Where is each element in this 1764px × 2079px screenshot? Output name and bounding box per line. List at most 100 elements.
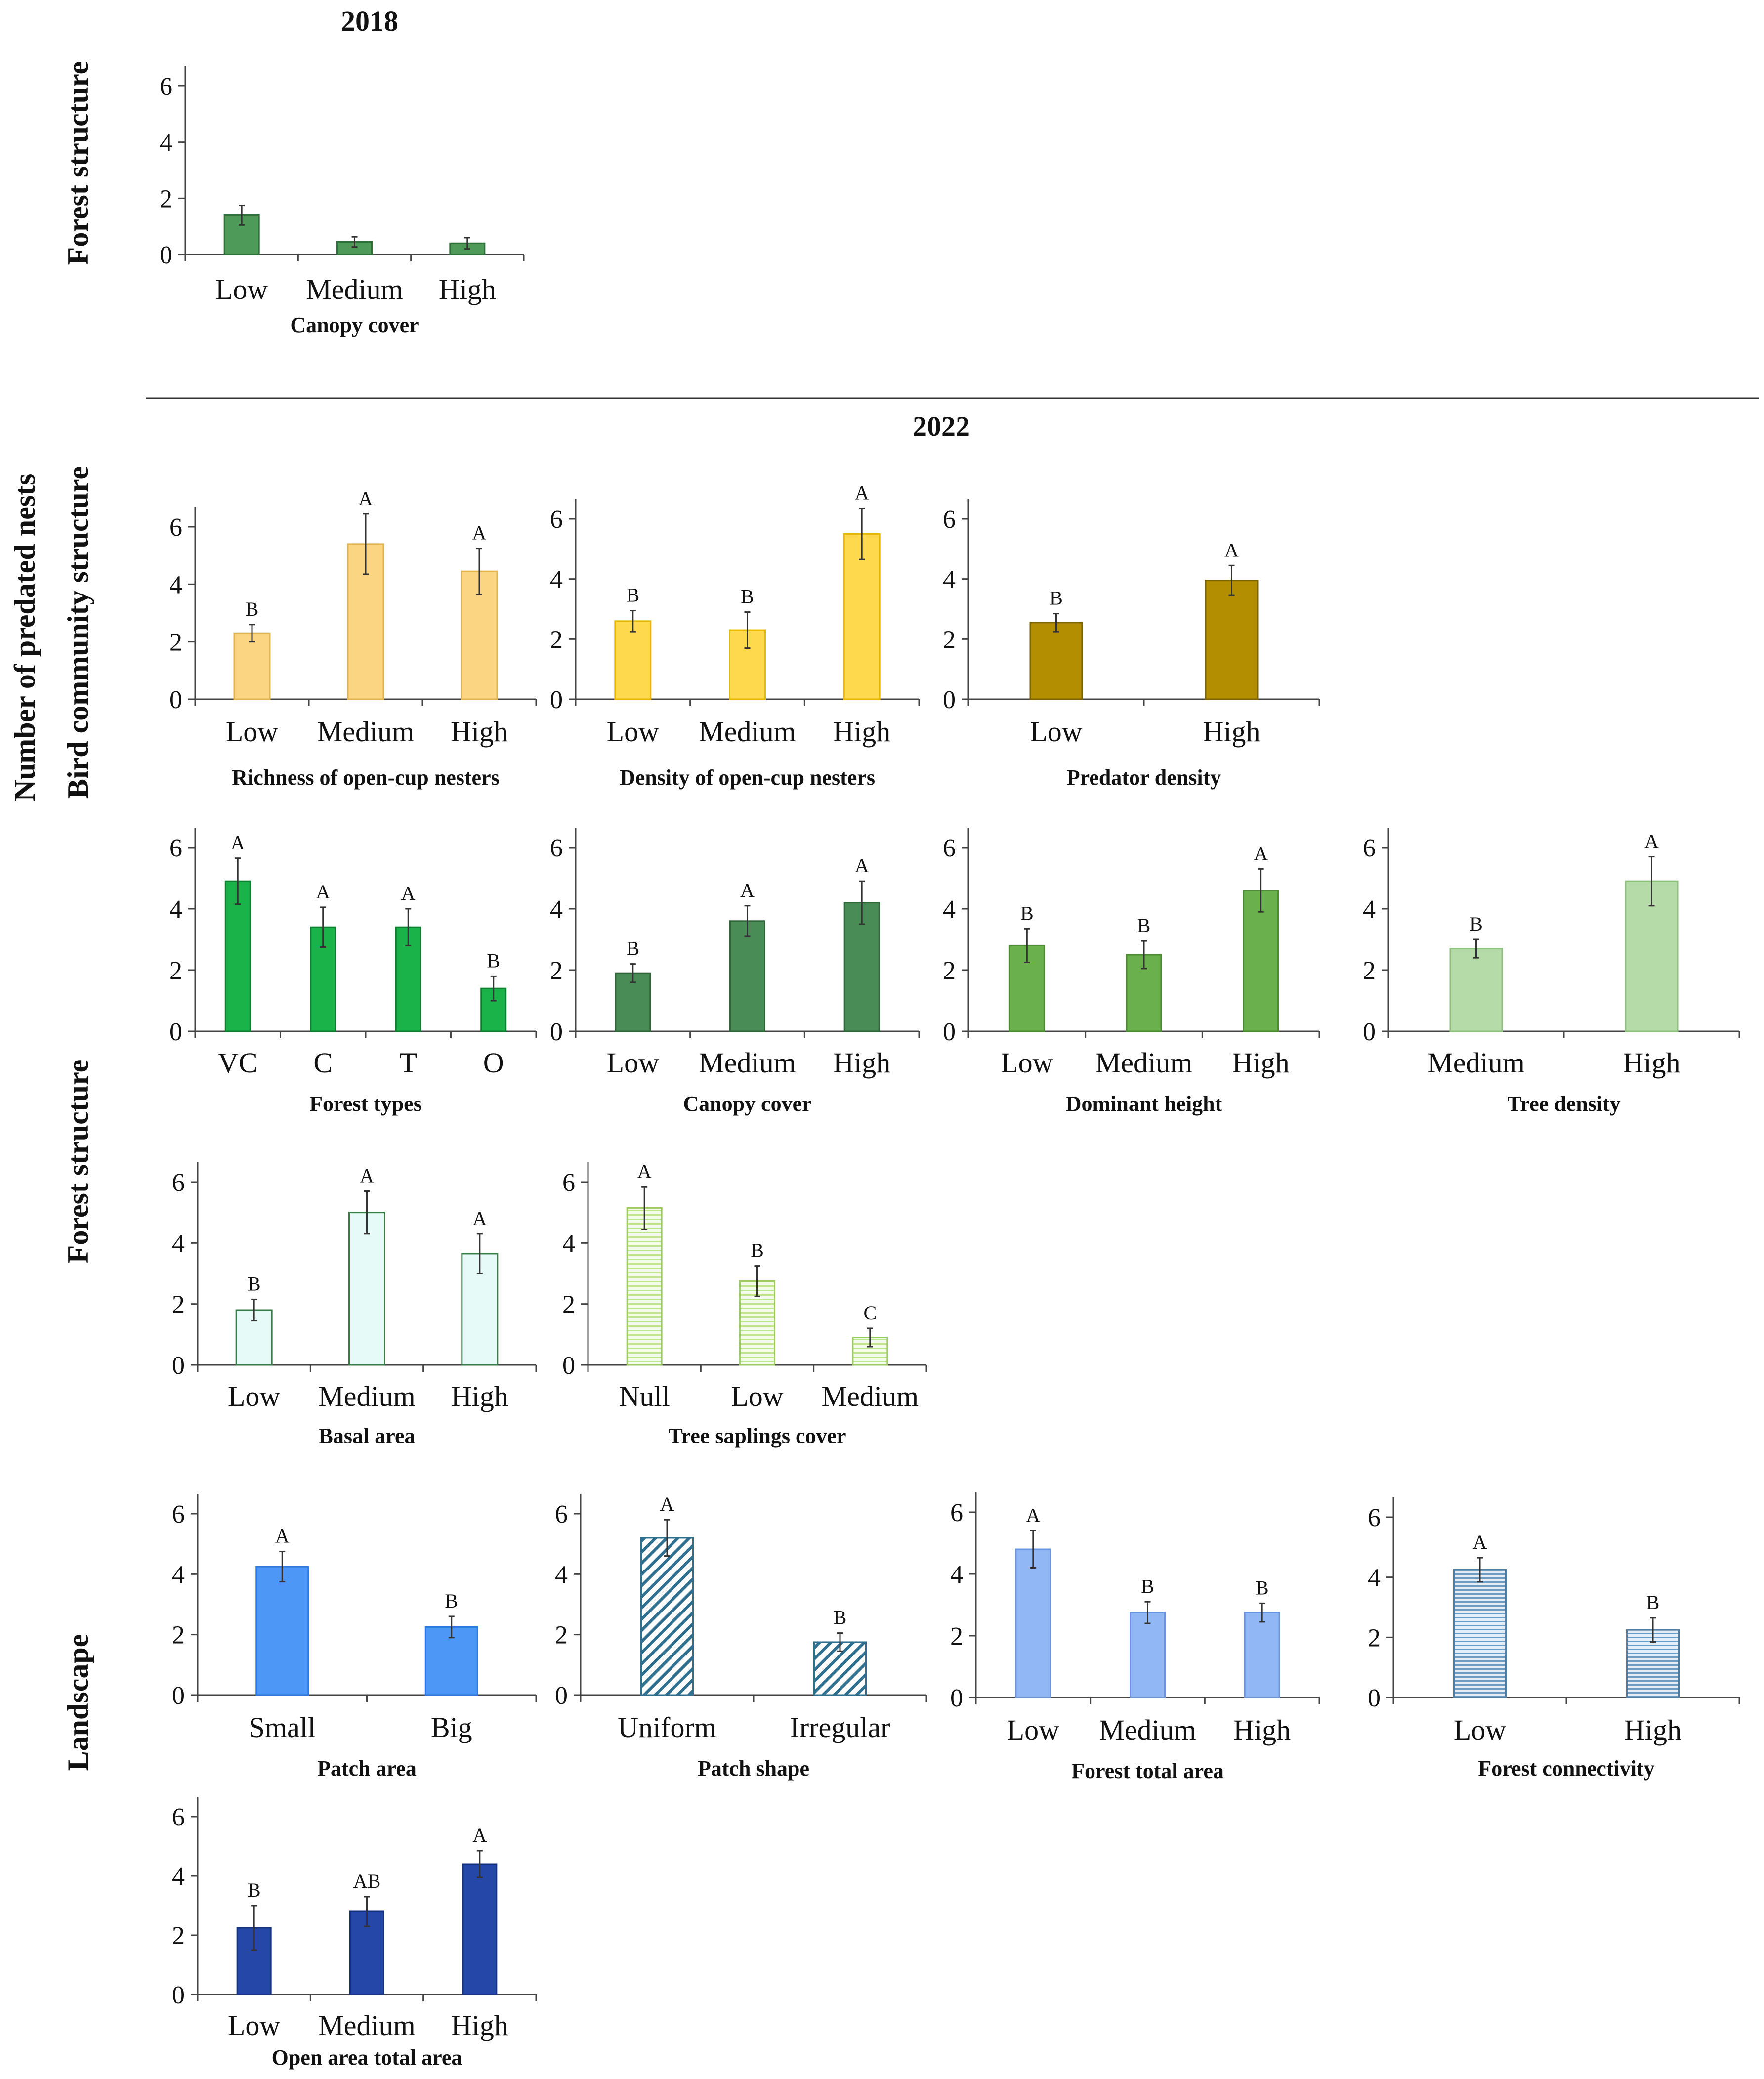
bar-low bbox=[614, 620, 652, 700]
chart-panel-basal: 0 2 4 6 B Low A Medium A High Basal area bbox=[172, 1162, 537, 1448]
y-tick-label: 4 bbox=[169, 571, 182, 599]
x-axis-title: Tree saplings cover bbox=[668, 1424, 846, 1448]
bar-low bbox=[1453, 1569, 1507, 1698]
y-tick-label: 2 bbox=[943, 957, 956, 985]
significance-letter: A bbox=[855, 854, 869, 877]
y-tick-label: 6 bbox=[172, 1500, 185, 1528]
category-label: Small bbox=[249, 1711, 316, 1743]
bar-high bbox=[1205, 580, 1259, 700]
x-axis-title: Tree density bbox=[1507, 1092, 1620, 1116]
significance-letter: A bbox=[275, 1525, 290, 1547]
y-tick-label: 4 bbox=[550, 895, 563, 924]
significance-letter: A bbox=[359, 487, 373, 509]
significance-letter: B bbox=[1141, 1575, 1154, 1597]
y-tick-label: 0 bbox=[172, 1352, 185, 1380]
y-tick-label: 4 bbox=[555, 1561, 568, 1589]
y-tick-label: 4 bbox=[950, 1561, 963, 1589]
bar-low bbox=[1029, 622, 1083, 700]
significance-letter: C bbox=[863, 1302, 877, 1324]
y-tick-label: 0 bbox=[550, 686, 563, 714]
category-label: Low bbox=[1001, 1047, 1053, 1079]
significance-letter: A bbox=[1224, 539, 1239, 561]
x-axis-title: Patch area bbox=[317, 1756, 417, 1781]
category-label: Low bbox=[1007, 1714, 1059, 1746]
bar-high bbox=[461, 570, 498, 700]
y-tick-label: 0 bbox=[172, 1682, 185, 1710]
y-tick-label: 4 bbox=[1363, 895, 1376, 924]
significance-letter: B bbox=[751, 1239, 764, 1262]
category-label: Medium bbox=[699, 716, 796, 748]
y-tick-label: 0 bbox=[1368, 1684, 1381, 1712]
y-tick-label: 6 bbox=[943, 834, 956, 862]
y-tick-label: 6 bbox=[1363, 834, 1376, 862]
category-label: VC bbox=[218, 1047, 258, 1079]
chart-panel-openarea: 0 2 4 6 B Low AB Medium A High Open area total are… bbox=[172, 1797, 537, 2070]
category-label: O bbox=[483, 1047, 504, 1079]
x-axis-title: Forest connectivity bbox=[1478, 1756, 1654, 1781]
y-tick-label: 6 bbox=[169, 834, 182, 862]
y-tick-label: 6 bbox=[1368, 1504, 1381, 1532]
category-label: Low bbox=[226, 716, 278, 748]
significance-letter: A bbox=[472, 1207, 487, 1230]
significance-letter: B bbox=[248, 1879, 261, 1901]
significance-letter: B bbox=[487, 949, 500, 972]
y-tick-label: 0 bbox=[172, 1981, 185, 2009]
chart-panel-canopy: 0 2 4 6 B Low A Medium A High Canopy cover bbox=[550, 828, 920, 1116]
category-label: Low bbox=[607, 1047, 659, 1079]
bar-uniform bbox=[640, 1537, 694, 1696]
significance-letter: A bbox=[1254, 842, 1268, 864]
significance-letter: A bbox=[1644, 830, 1659, 852]
chart-panel-patcharea: 0 2 4 6 A Small B Big Patch area bbox=[172, 1494, 537, 1781]
year-2022-title: 2022 bbox=[913, 410, 970, 442]
y-tick-label: 2 bbox=[160, 185, 172, 213]
x-axis-title: Basal area bbox=[319, 1424, 416, 1448]
category-label: Low bbox=[1454, 1714, 1506, 1746]
y-tick-label: 4 bbox=[172, 1863, 185, 1891]
y-tick-label: 2 bbox=[169, 957, 182, 985]
x-axis-title: Forest total area bbox=[1071, 1759, 1224, 1783]
chart-panel-richness: 0 2 4 6 B Low A Medium A High Richness of open-cup… bbox=[169, 487, 537, 790]
y-tick-label: 0 bbox=[943, 686, 956, 714]
category-label: Medium bbox=[1099, 1714, 1196, 1746]
category-label: High bbox=[1232, 1047, 1290, 1079]
category-label: Medium bbox=[317, 716, 415, 748]
category-label: Low bbox=[228, 2009, 280, 2041]
y-tick-label: 6 bbox=[169, 513, 182, 542]
category-label: High bbox=[833, 1047, 890, 1079]
y-tick-label: 4 bbox=[172, 1230, 185, 1258]
chart-panel-p2018: 0 2 4 6 Low Medium High Canopy cover bbox=[160, 66, 525, 337]
category-label: Medium bbox=[699, 1047, 796, 1079]
category-label: Medium bbox=[306, 273, 403, 305]
chart-panel-domheight: 0 2 4 6 B Low B Medium A High Dominant height bbox=[943, 828, 1320, 1116]
y-tick-label: 2 bbox=[172, 1621, 185, 1650]
significance-letter: B bbox=[445, 1590, 458, 1612]
category-label: High bbox=[1624, 1714, 1681, 1746]
significance-letter: A bbox=[855, 482, 869, 504]
category-label: High bbox=[1623, 1047, 1680, 1079]
x-axis-title: Canopy cover bbox=[290, 313, 419, 337]
x-axis-title: Predator density bbox=[1067, 765, 1221, 790]
category-label: Low bbox=[731, 1380, 783, 1412]
y-tick-label: 4 bbox=[172, 1561, 185, 1589]
chart-panel-patchshape: 0 2 4 6 A Uniform B Irregular Patch shape bbox=[555, 1493, 927, 1781]
x-axis-title: Patch shape bbox=[698, 1756, 809, 1781]
significance-letter: B bbox=[1646, 1591, 1660, 1613]
category-label: High bbox=[451, 1380, 508, 1412]
significance-letter: B bbox=[1050, 587, 1063, 609]
significance-letter: B bbox=[741, 586, 754, 608]
y-tick-label: 2 bbox=[1368, 1624, 1381, 1652]
significance-letter: A bbox=[472, 522, 487, 544]
category-label: T bbox=[400, 1047, 417, 1079]
category-label: Medium bbox=[318, 2009, 416, 2041]
y-tick-label: 6 bbox=[160, 73, 172, 101]
y-tick-label: 2 bbox=[169, 629, 182, 657]
bar-medium bbox=[1449, 948, 1503, 1032]
significance-letter: B bbox=[1137, 914, 1151, 936]
bar-low bbox=[739, 1280, 775, 1366]
chart-panel-predator: 0 2 4 6 B Low A High Predator density bbox=[943, 499, 1320, 790]
y-tick-label: 0 bbox=[1363, 1018, 1376, 1046]
significance-letter: A bbox=[360, 1165, 374, 1187]
overall-y-axis-label: Number of predated nests bbox=[8, 474, 41, 802]
y-tick-label: 0 bbox=[555, 1682, 568, 1710]
